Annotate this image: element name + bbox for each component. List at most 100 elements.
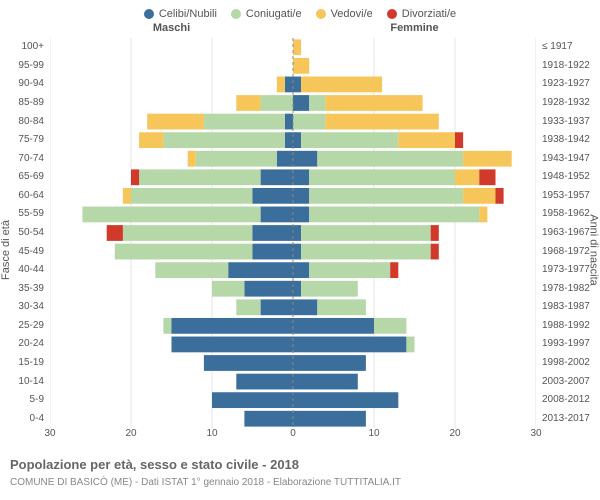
bar-segment: [131, 169, 139, 185]
bar-segment: [317, 151, 463, 167]
y-tick-left: 40-44: [18, 265, 44, 275]
y-tick-right: 1993-1997: [542, 339, 590, 349]
bar-segment: [236, 374, 293, 390]
x-tick: 30: [44, 428, 55, 439]
bar-segment: [301, 77, 382, 93]
bar-segment: [317, 299, 366, 315]
bar-segment: [293, 411, 366, 427]
bar-segment: [253, 244, 294, 260]
y-tick-left: 75-79: [18, 135, 44, 145]
bar-segment: [277, 77, 285, 93]
y-tick-right: ≤ 1917: [542, 42, 573, 52]
y-tick-right: 1978-1982: [542, 284, 590, 294]
bar-segment: [293, 114, 325, 130]
bar-segment: [163, 132, 285, 148]
bar-segment: [325, 114, 438, 130]
bar-segment: [253, 188, 294, 204]
y-tick-left: 65-69: [18, 172, 44, 182]
y-tick-right: 1933-1937: [542, 117, 590, 127]
x-tick: 20: [449, 428, 460, 439]
legend-label: Coniugati/e: [246, 8, 302, 20]
y-tick-left: 25-29: [18, 321, 44, 331]
y-tick-right: 1983-1987: [542, 302, 590, 312]
bar-segment: [188, 151, 196, 167]
bar-segment: [463, 151, 512, 167]
y-tick-right: 2008-2012: [542, 395, 590, 405]
y-tick-right: 1998-2002: [542, 358, 590, 368]
bar-segment: [293, 392, 398, 408]
bar-segment: [293, 169, 309, 185]
bar-segment: [228, 262, 293, 278]
bar-segment: [496, 188, 504, 204]
bar-segment: [309, 188, 463, 204]
bar-segment: [236, 95, 260, 111]
y-tick-left: 15-19: [18, 358, 44, 368]
bar-segment: [293, 299, 317, 315]
y-tick-left: 50-54: [18, 228, 44, 238]
y-tick-left: 45-49: [18, 247, 44, 257]
y-tick-right: 1918-1922: [542, 61, 590, 71]
bar-segment: [301, 281, 358, 297]
bar-segment: [301, 244, 431, 260]
male-panel-label: Maschi: [50, 22, 293, 34]
bar-segment: [293, 318, 374, 334]
y-tick-right: 1968-1972: [542, 247, 590, 257]
bar-segment: [131, 188, 253, 204]
bar-segment: [455, 169, 479, 185]
bar-segment: [293, 188, 309, 204]
y-tick-right: 1958-1962: [542, 209, 590, 219]
y-tick-left: 30-34: [18, 302, 44, 312]
bar-segment: [172, 337, 294, 353]
panel-labels: Maschi Femmine: [50, 22, 536, 34]
y-tick-left: 10-14: [18, 377, 44, 387]
bar-segment: [261, 169, 293, 185]
y-tick-right: 2013-2017: [542, 414, 590, 424]
x-tick: 0: [290, 428, 296, 439]
y-tick-right: 1943-1947: [542, 154, 590, 164]
y-tick-right: 1973-1977: [542, 265, 590, 275]
bar-segment: [293, 77, 301, 93]
y-tick-right: 1963-1967: [542, 228, 590, 238]
bar-segment: [139, 169, 261, 185]
bar-segment: [398, 132, 455, 148]
chart-subtitle: COMUNE DI BASICÒ (ME) - Dati ISTAT 1° ge…: [10, 477, 401, 488]
legend-label: Celibi/Nubili: [159, 8, 217, 20]
x-tick: 20: [125, 428, 136, 439]
bar-segment: [293, 374, 358, 390]
legend: Celibi/Nubili Coniugati/e Vedovi/e Divorzia…: [0, 0, 600, 20]
bar-segment: [293, 337, 406, 353]
bar-segment: [123, 188, 131, 204]
bar-segment: [479, 169, 495, 185]
legend-label: Vedovi/e: [331, 8, 373, 20]
legend-item: Vedovi/e: [316, 8, 373, 20]
bar-segment: [139, 132, 163, 148]
bar-segment: [463, 188, 495, 204]
y-tick-left: 95-99: [18, 61, 44, 71]
y-tick-left: 90-94: [18, 79, 44, 89]
y-tick-left: 85-89: [18, 98, 44, 108]
y-tick-right: 1988-1992: [542, 321, 590, 331]
legend-item: Divorziati/e: [387, 8, 456, 20]
bar-segment: [285, 77, 293, 93]
bar-segment: [253, 225, 294, 241]
y-tick-right: 1953-1957: [542, 191, 590, 201]
y-tick-right: 1948-1952: [542, 172, 590, 182]
legend-swatch: [144, 9, 154, 19]
bar-segment: [261, 207, 293, 223]
bar-segment: [293, 244, 301, 260]
legend-swatch: [231, 9, 241, 19]
bar-segment: [293, 132, 301, 148]
female-panel-label: Femmine: [293, 22, 536, 34]
bar-segment: [155, 262, 228, 278]
y-tick-left: 55-59: [18, 209, 44, 219]
legend-item: Coniugati/e: [231, 8, 302, 20]
bar-segment: [293, 207, 309, 223]
bar-segment: [293, 39, 301, 55]
bar-segment: [244, 411, 293, 427]
y-tick-left: 20-24: [18, 339, 44, 349]
y-tick-right: 1923-1927: [542, 79, 590, 89]
legend-swatch: [387, 9, 397, 19]
bar-segment: [431, 244, 439, 260]
bar-segment: [147, 114, 204, 130]
bar-segment: [123, 225, 253, 241]
